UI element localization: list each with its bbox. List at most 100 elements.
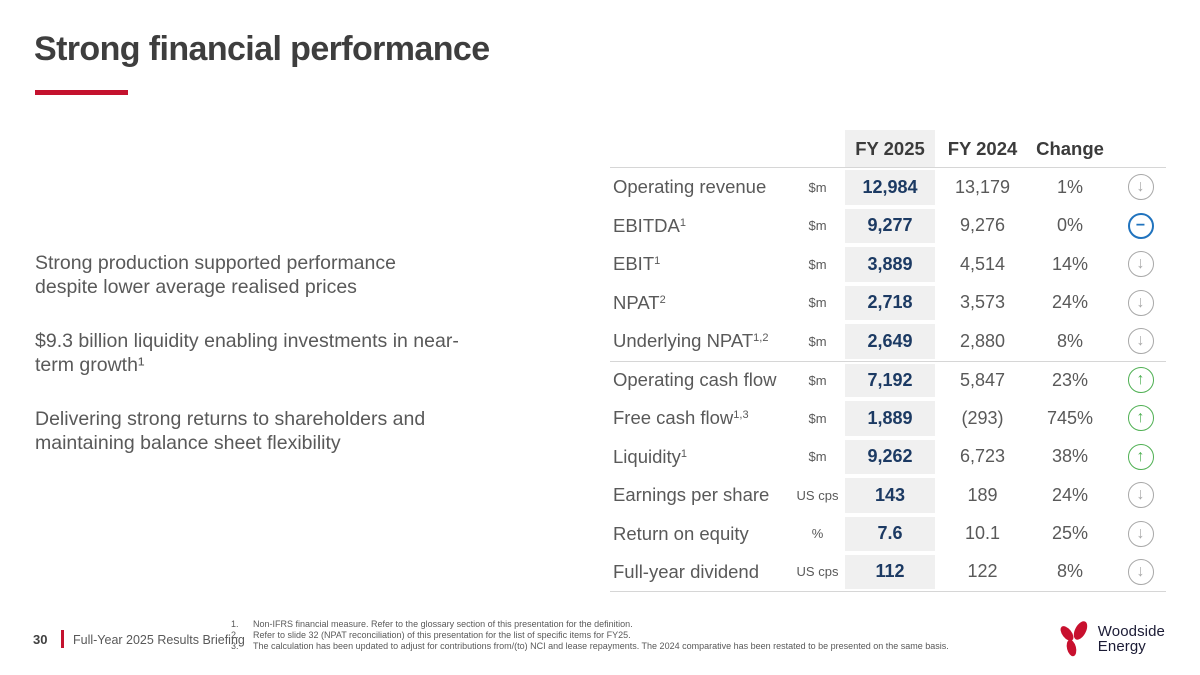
fy2024-value: 3,573 bbox=[959, 292, 1006, 313]
presentation-title: Full-Year 2025 Results Briefing bbox=[73, 633, 245, 647]
change-value: 24% bbox=[1051, 292, 1089, 313]
metric-unit: $m bbox=[808, 449, 827, 465]
table-row-earnings-per-share: Earnings per share US cps 143 189 24% ↓ bbox=[610, 476, 1166, 515]
change-value: 24% bbox=[1051, 484, 1089, 505]
logo-text: Woodside Energy bbox=[1097, 622, 1165, 655]
metric-unit: $m bbox=[808, 372, 827, 388]
change-value: 1% bbox=[1056, 176, 1083, 197]
metric-label: Full-year dividend bbox=[613, 560, 760, 582]
page-number: 30 bbox=[33, 632, 48, 647]
footnote: 2. Refer to slide 32 (NPAT reconciliatio… bbox=[231, 630, 991, 641]
table-row-full-year-dividend: Full-year dividend US cps 112 122 8% ↓ bbox=[610, 553, 1166, 592]
fy2025-value: 2,649 bbox=[845, 324, 935, 359]
metric-unit: $m bbox=[808, 295, 827, 311]
commentary-line: Strong production supported performance bbox=[35, 252, 396, 274]
footnote-text: The calculation has been updated to adju… bbox=[253, 641, 949, 651]
metric-unit: $m bbox=[808, 218, 827, 234]
metric-label: EBITDA bbox=[613, 214, 680, 236]
fy2025-value: 1,889 bbox=[845, 401, 935, 436]
change-value: 0% bbox=[1056, 215, 1083, 236]
fy2024-value: 5,847 bbox=[959, 369, 1006, 390]
fy2025-value: 12,984 bbox=[845, 170, 935, 205]
footnote: 3. The calculation has been updated to a… bbox=[231, 641, 991, 652]
metric-unit: US cps bbox=[796, 487, 839, 503]
arrow-down-icon: ↓ bbox=[1127, 174, 1154, 201]
arrow-down-icon: ↓ bbox=[1127, 558, 1154, 585]
metric-unit: US cps bbox=[796, 564, 839, 580]
footnote-number: 1. bbox=[231, 619, 239, 629]
column-header-fy2025: FY 2025 bbox=[845, 130, 935, 167]
logo-line1: Woodside bbox=[1097, 622, 1165, 640]
arrow-up-icon: ↑ bbox=[1127, 405, 1154, 432]
commentary-block: Strong production supported performance … bbox=[35, 251, 515, 299]
metric-unit: % bbox=[811, 526, 824, 542]
commentary: Strong production supported performance … bbox=[35, 251, 515, 485]
change-value: 14% bbox=[1051, 253, 1089, 274]
woodside-flower-icon bbox=[1060, 621, 1087, 657]
table-row-ebitda: EBITDA1 $m 9,277 9,276 0% − bbox=[610, 207, 1166, 246]
fy2025-value: 3,889 bbox=[845, 247, 935, 282]
metric-label: Return on equity bbox=[613, 522, 749, 544]
arrow-down-icon: ↓ bbox=[1127, 520, 1154, 547]
fy2025-value: 9,277 bbox=[845, 208, 935, 243]
metric-label: Liquidity bbox=[613, 445, 681, 467]
column-header-change: Change bbox=[1036, 137, 1104, 159]
title-accent-bar bbox=[35, 90, 128, 95]
footnote-ref: 2 bbox=[659, 293, 666, 306]
fy2024-value: (293) bbox=[961, 407, 1004, 428]
footnote-ref: 1 bbox=[679, 216, 686, 229]
footnote: 1. Non-IFRS financial measure. Refer to … bbox=[231, 619, 991, 630]
fy2024-value: 2,880 bbox=[959, 330, 1006, 351]
footnote-text: Refer to slide 32 (NPAT reconciliation) … bbox=[253, 630, 631, 640]
fy2024-value: 189 bbox=[967, 484, 998, 505]
table-row-free-cash-flow: Free cash flow1,3 $m 1,889 (293) 745% ↑ bbox=[610, 399, 1166, 438]
minus-flat-icon: − bbox=[1127, 212, 1154, 239]
metric-unit: $m bbox=[808, 410, 827, 426]
change-value: 8% bbox=[1056, 561, 1083, 582]
fy2025-value: 112 bbox=[845, 555, 935, 589]
fy2024-value: 6,723 bbox=[959, 446, 1006, 467]
metric-label: NPAT bbox=[613, 291, 660, 313]
fy2025-value: 7.6 bbox=[845, 516, 935, 551]
metric-label: Free cash flow bbox=[613, 407, 734, 429]
footer-divider-bar bbox=[61, 630, 64, 648]
change-value: 25% bbox=[1051, 523, 1089, 544]
table-row-return-on-equity: Return on equity % 7.6 10.1 25% ↓ bbox=[610, 515, 1166, 554]
footnote-text: Non-IFRS financial measure. Refer to the… bbox=[253, 619, 633, 629]
change-value: 23% bbox=[1051, 369, 1089, 390]
footnotes: 1. Non-IFRS financial measure. Refer to … bbox=[231, 619, 991, 652]
page-title: Strong financial performance bbox=[34, 30, 490, 68]
table-row-operating-cash-flow: Operating cash flow $m 7,192 5,847 23% ↑ bbox=[610, 360, 1166, 400]
arrow-down-icon: ↓ bbox=[1127, 251, 1154, 278]
woodside-energy-logo: Woodside Energy bbox=[1057, 620, 1165, 658]
fy2025-value: 7,192 bbox=[845, 363, 935, 397]
metric-unit: $m bbox=[808, 333, 827, 349]
commentary-line: Delivering strong returns to shareholder… bbox=[35, 408, 426, 430]
footnote-ref: 1,2 bbox=[753, 332, 769, 345]
commentary-line: term growth¹ bbox=[35, 354, 145, 376]
table-row-liquidity: Liquidity1 $m 9,262 6,723 38% ↑ bbox=[610, 438, 1166, 477]
footnote-ref: 1 bbox=[654, 255, 661, 268]
change-value: 8% bbox=[1056, 330, 1083, 351]
fy2025-value: 143 bbox=[845, 478, 935, 513]
arrow-down-icon: ↓ bbox=[1127, 482, 1154, 509]
commentary-block: $9.3 billion liquidity enabling investme… bbox=[35, 329, 515, 377]
footnote-number: 3. bbox=[231, 641, 239, 651]
commentary-line: despite lower average realised prices bbox=[35, 276, 357, 298]
financial-metrics-table: FY 2025 FY 2024 Change Operating revenue… bbox=[610, 130, 1166, 592]
metric-label: Operating revenue bbox=[613, 176, 767, 198]
fy2024-value: 13,179 bbox=[954, 176, 1011, 197]
change-value: 745% bbox=[1046, 407, 1094, 428]
arrow-up-icon: ↑ bbox=[1127, 443, 1154, 470]
fy2024-value: 10.1 bbox=[964, 523, 1001, 544]
table-row-operating-revenue: Operating revenue $m 12,984 13,179 1% ↓ bbox=[610, 168, 1166, 207]
column-header-fy2024: FY 2024 bbox=[947, 137, 1018, 159]
fy2024-value: 122 bbox=[967, 561, 998, 582]
fy2024-value: 4,514 bbox=[959, 253, 1006, 274]
commentary-block: Delivering strong returns to shareholder… bbox=[35, 407, 515, 455]
arrow-down-icon: ↓ bbox=[1127, 289, 1154, 316]
fy2024-value: 9,276 bbox=[959, 215, 1006, 236]
table-row-underlying-npat: Underlying NPAT1,2 $m 2,649 2,880 8% ↓ bbox=[610, 322, 1166, 361]
commentary-line: $9.3 billion liquidity enabling investme… bbox=[35, 330, 459, 352]
